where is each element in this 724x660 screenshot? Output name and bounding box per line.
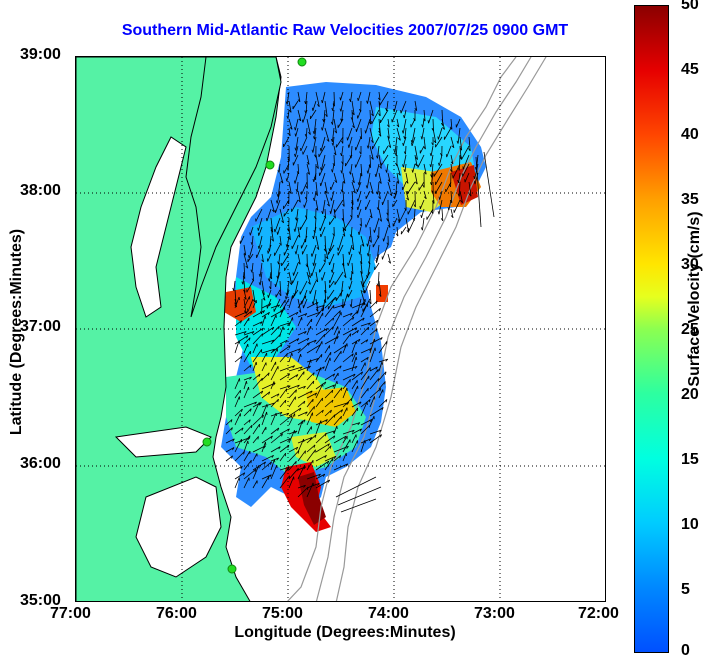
colorbar-title: Surface Velocity (cm/s) xyxy=(686,169,704,429)
velocity-vector-head xyxy=(365,440,366,443)
velocity-vector xyxy=(406,146,407,154)
velocity-vector-head xyxy=(356,341,357,344)
velocity-vector-head xyxy=(333,305,334,308)
velocity-vector-head xyxy=(256,362,257,365)
velocity-vector-head xyxy=(268,251,269,254)
velocity-vector-head xyxy=(313,399,314,402)
x-tick: 77:00 xyxy=(50,605,91,623)
radar-station[interactable] xyxy=(266,161,274,169)
map-plot-area[interactable] xyxy=(75,56,606,602)
velocity-vector-head xyxy=(267,412,268,415)
velocity-vector-head xyxy=(348,419,349,422)
velocity-vector-head xyxy=(322,278,323,281)
radar-station[interactable] xyxy=(228,565,236,573)
velocity-vector-head xyxy=(251,460,252,463)
velocity-vector xyxy=(334,92,335,106)
velocity-vector xyxy=(422,218,424,230)
velocity-vector-head xyxy=(274,459,275,462)
x-tick: 76:00 xyxy=(156,605,197,623)
velocity-vector-head xyxy=(304,205,305,208)
colorbar-tick: 15 xyxy=(681,451,699,469)
velocity-vector-head xyxy=(337,426,338,429)
velocity-vector-head xyxy=(302,421,303,424)
velocity-vector-head xyxy=(314,406,315,409)
velocity-vector-head xyxy=(323,308,324,311)
velocity-vector-head xyxy=(289,476,290,479)
velocity-vector-head xyxy=(315,450,316,453)
velocity-vector-head xyxy=(338,248,339,251)
velocity-vector-head xyxy=(321,354,322,357)
x-tick: 75:00 xyxy=(262,605,303,623)
velocity-vector-head xyxy=(233,288,234,291)
velocity-vector-head xyxy=(376,260,377,263)
velocity-vector-head xyxy=(320,183,321,186)
velocity-vector xyxy=(370,290,371,304)
velocity-vector-head xyxy=(358,215,359,218)
velocity-vector-head xyxy=(265,442,266,445)
y-tick: 37:00 xyxy=(20,318,61,336)
velocity-vector-head xyxy=(293,273,294,276)
y-tick: 36:00 xyxy=(20,455,61,473)
y-axis-title: Latitude (Degrees:Minutes) xyxy=(8,197,26,467)
colorbar-tick: 5 xyxy=(681,581,690,599)
colorbar-tick: 50 xyxy=(681,0,699,14)
velocity-vector-head xyxy=(421,227,422,230)
velocity-vector-head xyxy=(348,294,349,297)
velocity-vector-head xyxy=(275,210,276,213)
velocity-vector-head xyxy=(321,421,322,424)
colorbar-tick: 0 xyxy=(681,642,690,660)
velocity-vector xyxy=(338,487,381,505)
velocity-vector xyxy=(401,227,406,234)
velocity-vector-head xyxy=(350,379,351,382)
x-tick: 73:00 xyxy=(474,605,515,623)
map-title: Southern Mid-Atlantic Raw Velocities 200… xyxy=(60,22,630,40)
velocity-vector-head xyxy=(250,436,251,439)
velocity-vector-head xyxy=(421,215,422,218)
radar-station[interactable] xyxy=(298,58,306,66)
colorbar-tick: 40 xyxy=(681,126,699,144)
velocity-vector-head xyxy=(283,327,284,330)
velocity-vector-head xyxy=(311,254,312,257)
radar-station[interactable] xyxy=(203,438,211,446)
velocity-vector-head xyxy=(337,381,338,384)
velocity-vector xyxy=(484,152,494,217)
velocity-vector-head xyxy=(266,218,267,221)
x-tick: 72:00 xyxy=(578,605,619,623)
x-tick: 74:00 xyxy=(368,605,409,623)
colorbar-tick: 10 xyxy=(681,516,699,534)
velocity-vector-head xyxy=(248,441,249,444)
velocity-vector-head xyxy=(378,369,379,372)
velocity-vector xyxy=(341,499,376,512)
colorbar xyxy=(634,5,669,653)
map-svg xyxy=(76,57,606,602)
velocity-vector xyxy=(378,272,379,286)
velocity-vector-head xyxy=(268,295,269,298)
colorbar-tick: 45 xyxy=(681,61,699,79)
y-tick: 39:00 xyxy=(20,46,61,64)
velocity-vector-head xyxy=(438,211,439,214)
x-axis-title: Longitude (Degrees:Minutes) xyxy=(180,624,510,642)
velocity-vector-head xyxy=(347,137,348,140)
y-tick: 38:00 xyxy=(20,182,61,200)
velocity-vector-head xyxy=(274,229,275,232)
